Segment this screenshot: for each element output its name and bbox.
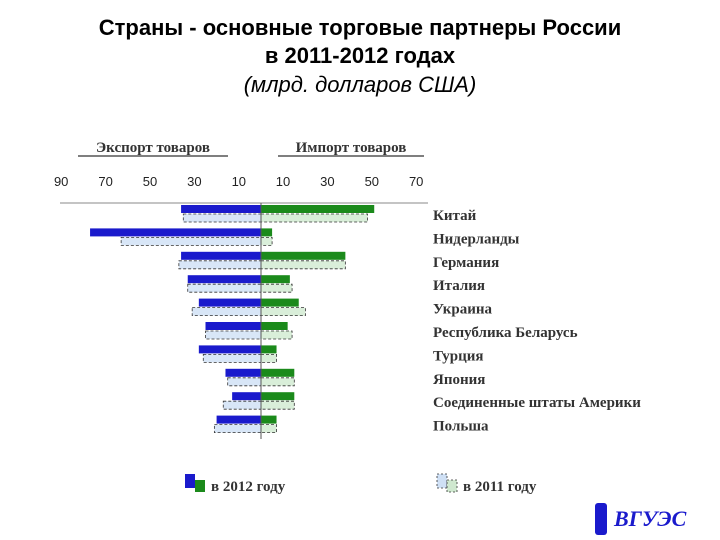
bar-import-2012	[261, 322, 288, 330]
bar-import-2011	[260, 236, 273, 246]
category-label: Республика Беларусь	[433, 325, 578, 341]
export-tick-label: 50	[143, 174, 157, 189]
category-label: Германия	[433, 255, 499, 271]
logo: ВГУЭС	[595, 503, 687, 535]
bar-export-2012	[181, 205, 261, 213]
bar-export-2011	[178, 260, 262, 270]
category-label: Турция	[433, 348, 484, 364]
bar-import-2012	[261, 228, 273, 237]
legend-swatch-import-2012	[195, 480, 205, 492]
bar-import-2012	[261, 275, 290, 284]
chart-title-line-2: в 2011-2012 годах	[264, 43, 456, 68]
bars	[90, 203, 375, 439]
export-tick-label: 90	[54, 174, 68, 189]
category-label: Китай	[433, 208, 477, 224]
axis-ticks: 90 70 50 30 10 10 30 50 70	[54, 174, 423, 189]
category-label: Япония	[433, 372, 485, 388]
import-tick-label: 50	[365, 174, 379, 189]
bar-export-2011	[191, 307, 262, 317]
category-label: Нидерланды	[433, 231, 520, 247]
bar-import-2012	[261, 415, 277, 424]
bar-import-2011	[260, 377, 295, 387]
chart-subtitle: (млрд. долларов США)	[243, 72, 477, 97]
bar-export-2012	[225, 368, 261, 377]
export-tick-label: 30	[187, 174, 201, 189]
legend-label: в 2011 году	[463, 479, 537, 495]
legend-swatch-import-2011	[446, 479, 458, 493]
logo-emblem	[595, 503, 607, 535]
legend-label: в 2012 году	[211, 479, 286, 495]
chart-title-line-1: Страны - основные торговые партнеры Росс…	[98, 15, 622, 40]
bar-import-2011	[260, 307, 306, 317]
legend-swatch-export-2011	[436, 473, 448, 489]
bar-import-2011	[260, 330, 293, 340]
bar-import-2011	[260, 213, 368, 223]
bar-export-2011	[202, 353, 262, 363]
bar-import-2011	[260, 424, 277, 434]
bar-export-2012	[232, 392, 261, 401]
bar-import-2012	[261, 392, 295, 401]
import-tick-label: 70	[409, 174, 423, 189]
category-label: Соединенные штаты Америки	[433, 395, 641, 411]
bar-export-2012	[198, 298, 261, 307]
bar-export-2011	[187, 283, 262, 293]
import-header: Импорт товаров	[296, 140, 407, 156]
logo-text: ВГУЭС	[613, 506, 687, 531]
bar-import-2011	[260, 400, 295, 410]
bar-export-2011	[205, 330, 262, 340]
bar-export-2011	[120, 236, 262, 246]
bar-export-2011	[227, 377, 262, 387]
title-block: Страны - основные торговые партнеры Росс…	[0, 14, 720, 100]
bar-export-2011	[182, 213, 262, 223]
bar-import-2012	[261, 251, 346, 260]
category-label: Италия	[433, 278, 485, 294]
category-label: Польша	[433, 419, 489, 435]
bar-export-2011	[222, 400, 262, 410]
import-tick-label: 10	[276, 174, 290, 189]
bar-import-2012	[261, 368, 295, 377]
export-header: Экспорт товаров	[96, 140, 210, 156]
bar-export-2012	[198, 345, 261, 354]
import-tick-label: 30	[320, 174, 334, 189]
bar-export-2012	[216, 415, 261, 424]
bar-import-2012	[261, 205, 375, 213]
legend-swatch-export-2012	[185, 474, 195, 488]
bar-import-2011	[260, 283, 293, 293]
bar-import-2012	[261, 298, 299, 307]
bar-import-2012	[261, 345, 277, 354]
bar-export-2012	[205, 322, 261, 330]
category-label: Украина	[433, 302, 493, 318]
bar-import-2011	[260, 353, 277, 363]
bar-export-2012	[187, 275, 261, 284]
bar-export-2011	[213, 424, 262, 434]
legend: в 2012 году в 2011 году	[185, 473, 537, 495]
export-tick-label: 70	[98, 174, 112, 189]
bar-export-2012	[90, 228, 261, 237]
bar-export-2012	[181, 251, 261, 260]
export-tick-label: 10	[232, 174, 246, 189]
bar-import-2011	[260, 260, 346, 270]
category-labels: Китай Нидерланды Германия Италия Украина Респ…	[433, 208, 641, 435]
